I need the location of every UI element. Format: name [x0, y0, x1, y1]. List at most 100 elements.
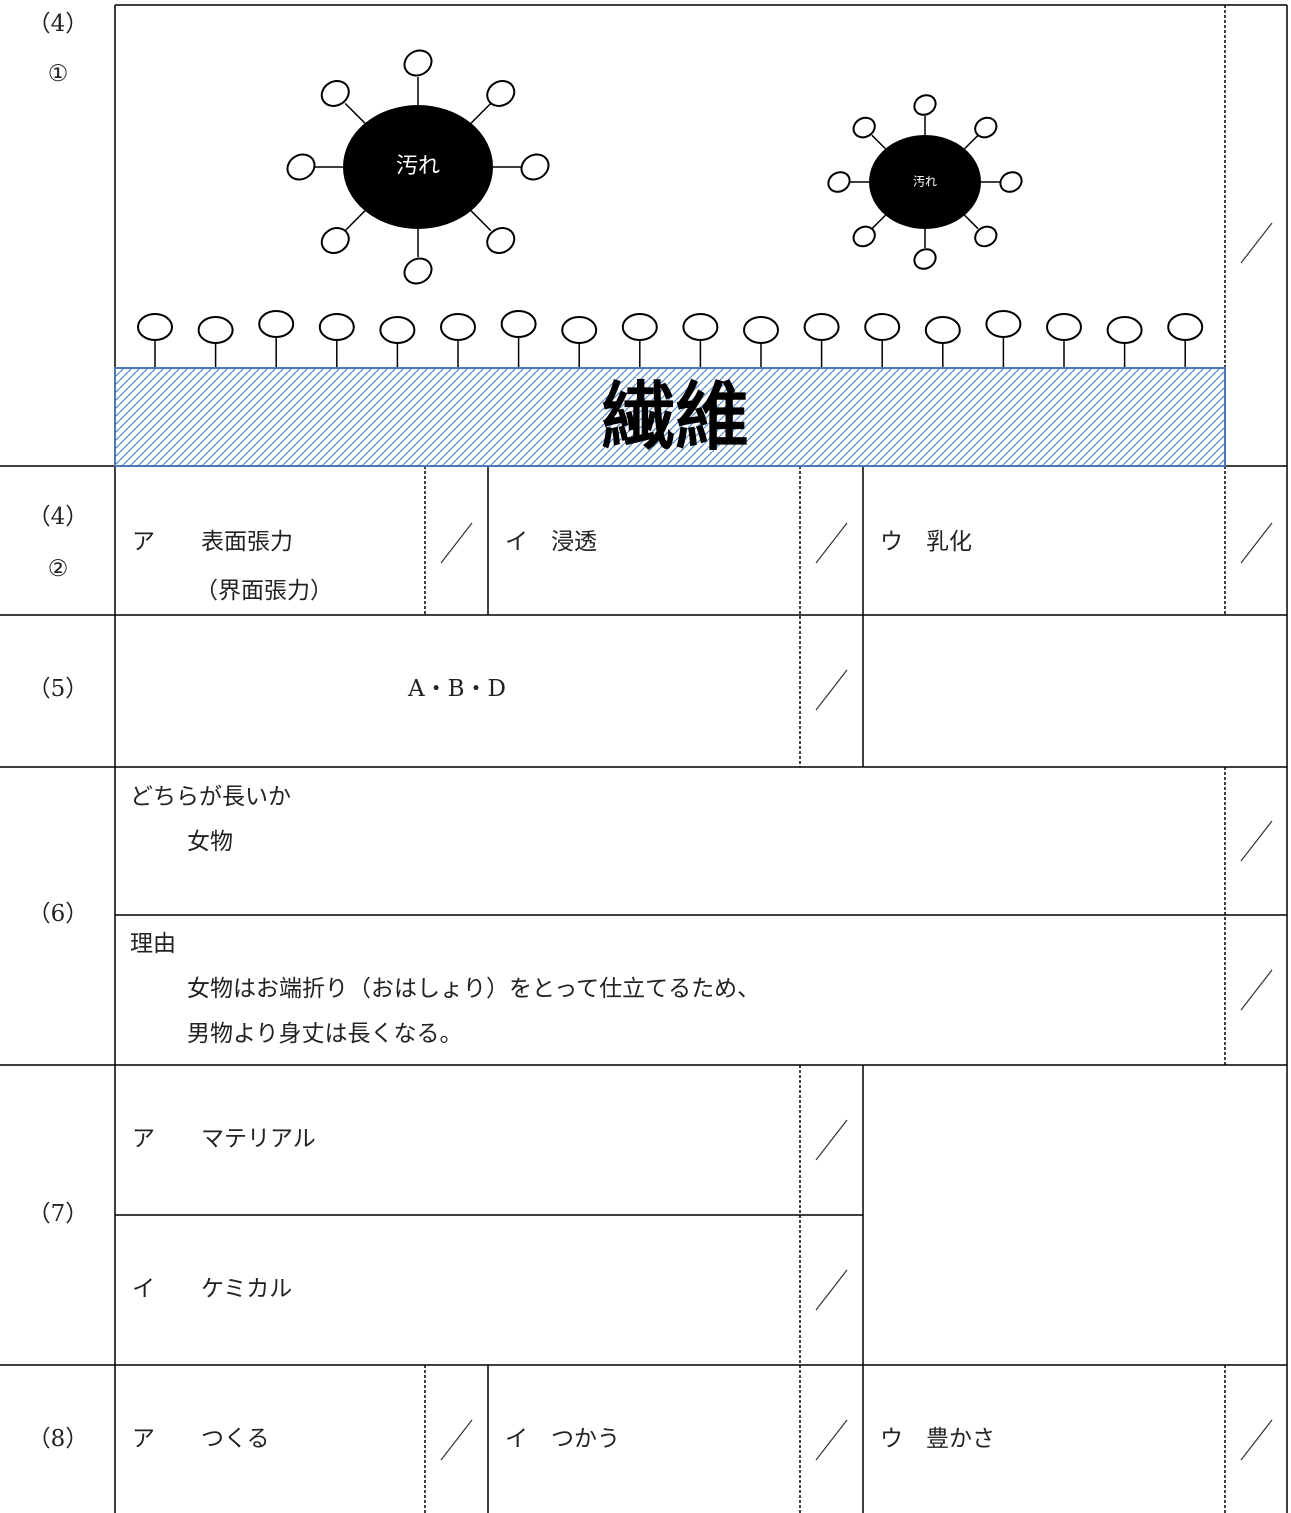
head [258, 310, 295, 338]
slash [815, 1269, 848, 1311]
surfactant [440, 313, 476, 368]
head [743, 316, 779, 344]
head [924, 316, 961, 344]
answer: A・B・D [407, 676, 506, 702]
answer: イ 浸透 [505, 529, 597, 555]
surfactant [379, 316, 416, 368]
head [913, 248, 937, 270]
dirt-body [343, 105, 493, 229]
score-slashes [440, 222, 1273, 1461]
label: （7） [28, 1201, 89, 1227]
head [500, 310, 537, 338]
label: （8） [28, 1426, 89, 1452]
slash [440, 1419, 473, 1461]
surfactant [924, 316, 961, 368]
slash [1240, 522, 1273, 564]
tail [964, 134, 979, 150]
head [974, 225, 998, 248]
head [137, 313, 173, 341]
slash [440, 522, 473, 564]
surfactant [561, 316, 598, 368]
tail [964, 214, 979, 230]
head [486, 80, 516, 107]
head [1046, 313, 1082, 341]
head [486, 227, 516, 254]
answer: イ ケミカル [132, 1276, 292, 1302]
slash [1240, 1419, 1273, 1461]
head [320, 227, 350, 254]
dirt-label: 汚れ [913, 175, 937, 189]
head [999, 171, 1023, 193]
answer: （界面張力） [195, 578, 333, 604]
head [803, 313, 840, 341]
surfactant [1106, 316, 1143, 368]
surfactant [1167, 313, 1204, 368]
head [318, 313, 355, 341]
head [403, 49, 433, 77]
slash [1240, 969, 1273, 1011]
head [379, 316, 416, 344]
answer: 女物 [187, 829, 233, 855]
head [520, 153, 550, 181]
slash [815, 669, 848, 711]
answer: ア つくる [132, 1426, 270, 1452]
head [320, 80, 350, 107]
fiber-label: 繊維 [601, 375, 749, 461]
slash [815, 1119, 848, 1161]
tail [344, 210, 366, 232]
head [852, 225, 876, 248]
dirt: 汚れ [827, 94, 1023, 270]
answer: イ つかう [505, 1426, 620, 1452]
head [1167, 313, 1204, 341]
head [913, 94, 937, 116]
slash [1240, 222, 1273, 264]
tail [470, 210, 492, 232]
tail [871, 134, 886, 150]
head [974, 116, 998, 139]
tail [871, 214, 886, 230]
head [864, 313, 901, 341]
head [403, 257, 433, 285]
head [1106, 316, 1143, 344]
answer: 男物より身丈は長くなる。 [187, 1021, 463, 1047]
head [197, 316, 234, 344]
head [286, 153, 316, 181]
tail [470, 102, 492, 124]
label: ① [48, 61, 69, 87]
surfactant [985, 310, 1022, 368]
surfactant [864, 313, 901, 368]
label: （4） [28, 504, 89, 530]
surfactant [743, 316, 779, 368]
surfactant [1046, 313, 1082, 368]
surfactant [803, 313, 840, 368]
grid-lines [0, 4, 1288, 1513]
dirt-label: 汚れ [396, 154, 440, 179]
head [985, 310, 1022, 338]
head [621, 313, 658, 341]
tail [344, 102, 366, 124]
head [561, 316, 598, 344]
heading: どちらが長いか [130, 784, 291, 810]
slash [815, 522, 848, 564]
surfactant [258, 310, 295, 368]
label: （6） [28, 901, 89, 927]
surfactant [197, 316, 234, 368]
label: ② [48, 556, 69, 582]
surfactant [137, 313, 173, 368]
dirt: 汚れ [286, 49, 550, 285]
head [440, 313, 476, 341]
dirt-body [869, 135, 981, 229]
label: （5） [28, 676, 89, 702]
head [852, 116, 876, 139]
label: （4） [28, 11, 89, 37]
answer: ウ 乳化 [880, 529, 972, 555]
surfactant [682, 313, 719, 368]
head [827, 171, 851, 193]
slash [815, 1419, 848, 1461]
fiber [114, 367, 1226, 467]
head [682, 313, 719, 341]
heading: 理由 [130, 931, 176, 957]
answer: ア マテリアル [132, 1126, 316, 1152]
